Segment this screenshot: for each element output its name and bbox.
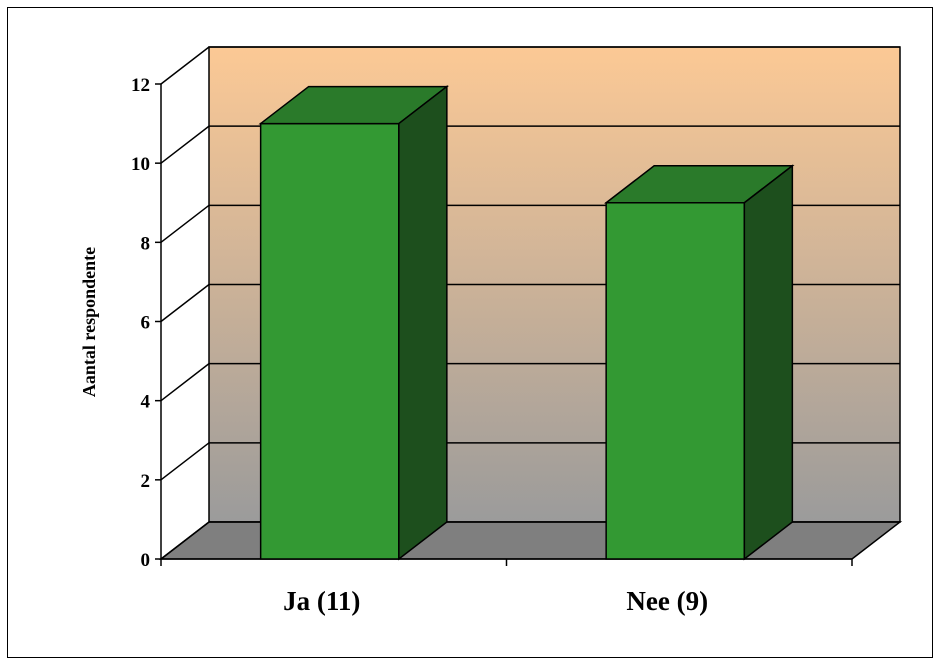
y-axis-title: Aantal respondente: [79, 247, 99, 397]
x-category-label: Nee (9): [626, 586, 708, 616]
bar-side: [398, 85, 448, 561]
y-tick-label: 0: [141, 550, 151, 571]
x-category-label: Ja (11): [283, 586, 360, 616]
gridline-12: [160, 46, 900, 85]
bar-front: [259, 122, 400, 560]
bar-front: [605, 202, 746, 560]
bar-1: [258, 85, 450, 561]
bar-side: [743, 164, 794, 561]
y-tick-label: 4: [141, 392, 151, 413]
y-tick-label: 2: [141, 471, 151, 492]
y-tick-label: 8: [141, 233, 151, 254]
y-tick-label: 6: [141, 313, 151, 334]
gridline-10: [160, 125, 900, 164]
y-tick-label: 10: [131, 154, 150, 175]
bar-2: [603, 164, 795, 561]
y-tick-label: 12: [131, 75, 150, 96]
